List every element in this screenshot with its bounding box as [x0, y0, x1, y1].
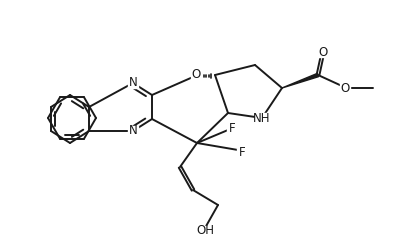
Text: O: O — [191, 68, 200, 82]
Text: N: N — [128, 76, 137, 90]
Polygon shape — [281, 73, 318, 88]
Bar — [128, 78, 138, 88]
Bar — [339, 83, 349, 93]
Text: N: N — [128, 124, 137, 137]
Text: NH: NH — [253, 112, 270, 124]
Text: F: F — [238, 146, 245, 158]
Bar — [254, 113, 268, 123]
Text: O: O — [318, 45, 327, 59]
Text: F: F — [228, 122, 235, 134]
Text: O: O — [339, 82, 349, 94]
Text: OH: OH — [195, 224, 214, 238]
Bar — [237, 148, 246, 156]
Bar — [317, 47, 327, 57]
Bar — [197, 226, 211, 236]
Bar — [128, 126, 138, 136]
Bar — [190, 70, 201, 80]
Bar — [227, 124, 236, 132]
